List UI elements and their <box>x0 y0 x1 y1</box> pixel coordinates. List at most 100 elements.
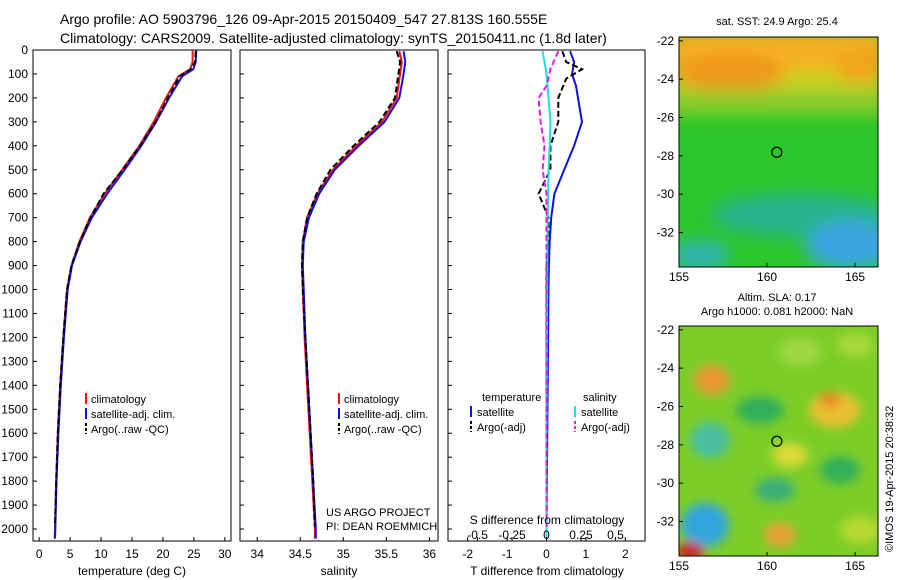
depth-tick-label: 1600 <box>1 426 28 440</box>
x-tick-label: 0 <box>543 528 550 542</box>
x-tick-label: 25 <box>187 547 201 561</box>
sst-band-lime <box>679 90 878 115</box>
legend-label-climatology: climatology <box>344 394 400 406</box>
series-line-climatology <box>53 50 194 539</box>
legend-label-s-satellite: satellite <box>581 407 618 419</box>
map-x-tick-label: 165 <box>845 559 865 573</box>
imos-credit: ©IMOS 19-Apr-2015 20:38:32 <box>884 406 896 552</box>
project-pi: PI: DEAN ROEMMICH <box>326 521 437 533</box>
map-x-tick-label: 155 <box>669 559 689 573</box>
sla-blob-green-se <box>820 456 860 484</box>
depth-axis: 0 100 200 300 400 500 600 700 800 900 1000 1100 1200… <box>1 43 452 536</box>
map-y-tick-label: -22 <box>657 323 675 337</box>
map-y-tick-label: -32 <box>657 515 675 529</box>
legend-label-s-argo: Argo(-adj) <box>581 422 630 434</box>
depth-tick-label: 200 <box>8 91 28 105</box>
x-tick-label: 2 <box>622 547 629 561</box>
sst-map-frame <box>678 36 879 268</box>
temperature-x-axis: 0 5 10 15 20 25 30 <box>36 537 232 561</box>
temperature-plot-frame <box>32 49 232 542</box>
depth-tick-label: 1200 <box>1 330 28 344</box>
x-tick-label: 0 <box>543 547 550 561</box>
x-tick-label: 0 <box>36 547 43 561</box>
map-y-tick-label: -28 <box>657 149 675 163</box>
header-line1: Argo profile: AO 5903796_126 09-Apr-2015… <box>60 11 547 27</box>
sla-blob-green-s <box>755 478 795 502</box>
x-tick-label: 36 <box>423 547 437 561</box>
x-tick-label: -2 <box>462 547 473 561</box>
legend-label-t-satellite: satellite <box>477 407 514 419</box>
sla-blob-orange-s <box>764 523 796 547</box>
sla-blob-orange-nw <box>694 365 730 395</box>
sst-map-axes: 155 160 165 -22 -24 -26 -28 -30 -32 <box>657 34 866 284</box>
x-tick-label: 30 <box>218 547 232 561</box>
x-tick-label: 15 <box>125 547 139 561</box>
series-line-satellite <box>54 50 198 539</box>
x-tick-label: 1 <box>583 547 590 561</box>
sst-map-field <box>679 37 878 267</box>
sla-blob-green-c <box>736 396 784 424</box>
sla-blob-teal-w <box>690 422 730 458</box>
s-difference-xlabel: S difference from climatology <box>470 513 625 527</box>
sst-map <box>679 37 878 267</box>
legend-label-satellite: satellite-adj. clim. <box>344 409 428 421</box>
depth-tick-label: 800 <box>8 235 28 249</box>
salinity-xlabel: salinity <box>321 564 358 578</box>
depth-tick-label: 300 <box>8 115 28 129</box>
x-tick-label: 5 <box>67 547 74 561</box>
series-line-argo <box>54 51 197 527</box>
depth-tick-label: 2000 <box>1 522 28 536</box>
depth-tick-label: 400 <box>8 139 28 153</box>
series-line-s-argo <box>537 50 560 527</box>
depth-tick-label: 700 <box>8 211 28 225</box>
x-tick-label: 0.25 <box>569 528 593 542</box>
series-line-climatology <box>300 50 403 539</box>
depth-tick-label: 1900 <box>1 498 28 512</box>
t-difference-xlabel: T difference from climatology <box>470 564 624 578</box>
map-x-tick-label: 160 <box>757 559 777 573</box>
map-x-tick-label: 155 <box>669 270 689 284</box>
x-tick-label: 20 <box>156 547 170 561</box>
map-y-tick-label: -30 <box>657 476 675 490</box>
map-y-tick-label: -28 <box>657 438 675 452</box>
salinity-legend: climatology satellite-adj. clim. Argo(..… <box>338 393 428 436</box>
sla-blob-red-corner <box>679 542 704 556</box>
depth-tick-label: 1300 <box>1 354 28 368</box>
sla-blob-blue-sw <box>681 503 729 547</box>
depth-tick-label: 1100 <box>2 306 28 320</box>
map-y-tick-label: -22 <box>657 34 675 48</box>
sst-argo-position-marker <box>771 146 783 158</box>
sst-blob-orange-east <box>835 47 878 83</box>
temperature-series <box>53 50 198 539</box>
depth-tick-label: 1000 <box>1 283 28 297</box>
x-tick-label: 0.5 <box>607 528 624 542</box>
salinity-plot-frame <box>239 49 439 542</box>
sla-map <box>679 326 878 556</box>
x-tick-label: 10 <box>94 547 108 561</box>
sla-argo-position-marker <box>771 435 783 447</box>
legend-label-argo: Argo(..raw -QC) <box>344 424 422 436</box>
depth-tick-label: 900 <box>8 259 28 273</box>
sla-map-title1: Altim. SLA: 0.17 <box>738 292 817 304</box>
x-tick-label: 34.5 <box>289 547 313 561</box>
map-y-tick-label: -26 <box>657 111 675 125</box>
legend-label-satellite: satellite-adj. clim. <box>91 409 175 421</box>
salinity-series <box>300 50 407 539</box>
depth-tick-label: 1400 <box>1 378 28 392</box>
sla-map-axes: 155 160 165 -22 -24 -26 -28 -30 -32 <box>657 323 866 573</box>
legend-label-t-argo: Argo(-adj) <box>477 422 526 434</box>
map-y-tick-label: -24 <box>657 361 675 375</box>
temperature-xlabel: temperature (deg C) <box>78 564 186 578</box>
difference-series <box>537 50 585 539</box>
sla-blob-lime-se <box>840 516 878 544</box>
x-tick-label: -1 <box>502 547 513 561</box>
depth-tick-label: 0 <box>21 43 28 57</box>
map-y-tick-label: -32 <box>657 226 675 240</box>
map-x-tick-label: 160 <box>757 270 777 284</box>
depth-tick-label: 1700 <box>1 450 28 464</box>
legend-title-salinity: salinity <box>583 392 617 404</box>
sla-blob-orange-e <box>820 392 840 408</box>
series-line-t-satellite <box>545 50 584 539</box>
x-tick-label: -0.25 <box>498 528 526 542</box>
